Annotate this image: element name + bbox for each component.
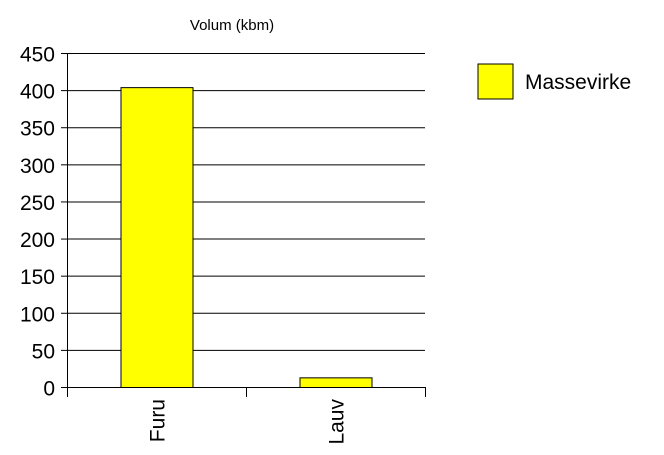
y-tick-label-450: 450 [20,44,55,67]
y-tick-label-150: 150 [20,266,55,289]
y-tick-label-300: 300 [20,155,55,178]
y-tick-label-250: 250 [20,192,55,215]
bar-lauv [299,377,373,388]
bars [120,87,373,389]
y-tick-label-350: 350 [20,118,55,141]
y-tick-label-50: 50 [32,340,55,363]
y-axis: 0 50 100 150 200 250 300 350 400 450 [20,44,68,401]
x-tick-label-lauv: Lauv [326,399,349,445]
y-tick-label-400: 400 [20,81,55,104]
y-tick-label-0: 0 [43,378,55,401]
chart-title: Volum (kbm) [190,17,274,34]
y-tick-label-100: 100 [20,303,55,326]
legend: Massevirke [477,63,631,100]
legend-swatch-massevirke [477,63,514,100]
bar-furu [120,87,194,389]
x-tick-label-furu: Furu [147,399,170,442]
legend-label-massevirke: Massevirke [525,71,631,94]
x-axis: Furu Lauv [67,387,426,445]
y-tick-label-200: 200 [20,229,55,252]
